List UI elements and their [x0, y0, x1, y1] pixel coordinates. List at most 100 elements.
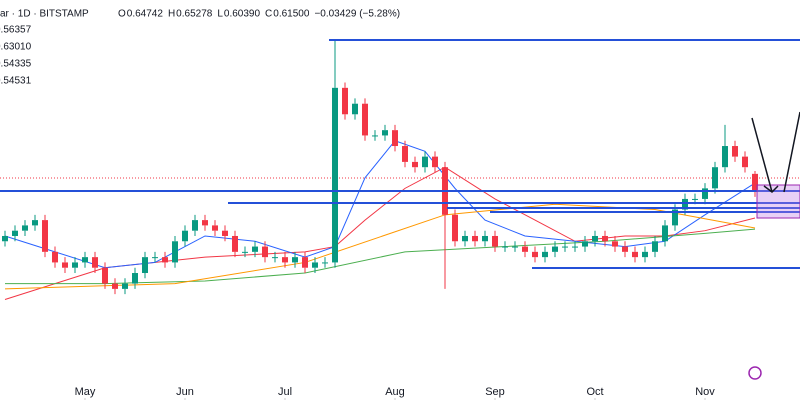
ohlc-key: O	[118, 9, 126, 20]
arrow	[751, 117, 773, 193]
candle-body	[572, 246, 578, 248]
candle-body	[32, 220, 38, 226]
candle-body	[662, 225, 668, 242]
symbol: ar · 1D · BITSTAMP	[0, 9, 89, 20]
candle	[612, 235, 618, 252]
x-tick-label: Nov	[695, 386, 715, 398]
candle-body	[702, 188, 708, 199]
candle-body	[12, 230, 18, 236]
candle-body	[522, 246, 528, 252]
candle-body	[612, 241, 618, 247]
candle	[422, 151, 428, 173]
candle	[52, 246, 58, 268]
arrow	[783, 111, 800, 193]
candle	[152, 251, 158, 263]
candle	[452, 209, 458, 247]
drawings	[0, 39, 800, 269]
candle	[402, 140, 408, 168]
candle	[702, 183, 708, 205]
candle	[642, 246, 648, 263]
candle	[112, 278, 118, 295]
candle	[22, 220, 28, 236]
candle	[382, 124, 388, 141]
candle	[372, 130, 378, 141]
candle-body	[432, 156, 438, 168]
candle-body	[672, 209, 678, 226]
candle-body	[202, 220, 208, 226]
candle-body	[292, 257, 298, 263]
candle	[212, 220, 218, 236]
candle	[582, 235, 588, 252]
candle	[12, 225, 18, 242]
candle-body	[72, 262, 78, 268]
candle-body	[52, 251, 58, 263]
candle-body	[732, 146, 738, 157]
candle	[532, 246, 538, 263]
candle	[362, 98, 368, 141]
candle	[722, 124, 728, 173]
candle	[202, 214, 208, 231]
candle	[562, 241, 568, 252]
candle-body	[342, 87, 348, 115]
candle-body	[352, 103, 358, 115]
candle-body	[582, 241, 588, 247]
candle	[482, 230, 488, 247]
candle	[262, 241, 268, 263]
candle-body	[302, 257, 308, 268]
candle	[592, 230, 598, 247]
candle	[622, 241, 628, 258]
candle	[572, 241, 578, 252]
candle	[352, 98, 358, 120]
candle-body	[592, 235, 598, 242]
event-icon[interactable]	[748, 366, 762, 380]
candle	[342, 82, 348, 120]
ma-value: 0.56357	[0, 25, 32, 36]
candle-body	[472, 235, 478, 242]
x-tick-label: Jun	[176, 386, 194, 398]
candle-body	[122, 283, 128, 289]
candle	[462, 230, 468, 247]
candle	[192, 214, 198, 236]
candle	[302, 251, 308, 274]
candle	[92, 251, 98, 274]
candle-body	[262, 246, 268, 258]
candle	[552, 241, 558, 258]
ohlc-value: 0.64742	[127, 9, 164, 20]
candle-body	[42, 220, 48, 252]
ohlc-key: L	[217, 9, 223, 20]
candle	[102, 262, 108, 289]
candle	[472, 230, 478, 247]
candle	[332, 40, 338, 268]
ohlc-value: 0.61500	[273, 9, 310, 20]
candle	[42, 214, 48, 258]
candle-body	[332, 87, 338, 263]
candle-body	[362, 103, 368, 136]
candle	[442, 161, 448, 289]
candle-body	[692, 198, 698, 200]
candle-body	[452, 214, 458, 242]
x-tick-label: Aug	[385, 386, 405, 398]
candle	[542, 246, 548, 263]
candle	[632, 246, 638, 263]
arrows	[751, 111, 800, 193]
candle	[292, 251, 298, 268]
candle	[742, 151, 748, 173]
candle	[122, 278, 128, 295]
candle-body	[312, 262, 318, 268]
candle	[232, 230, 238, 258]
candle-body	[112, 283, 118, 289]
candle-body	[322, 262, 328, 264]
candle-body	[722, 146, 728, 168]
candle	[182, 225, 188, 247]
arrow-head	[763, 185, 779, 193]
candle	[172, 235, 178, 268]
candle-body	[372, 135, 378, 137]
candle-body	[652, 241, 658, 252]
candle	[32, 214, 38, 231]
moving-average	[5, 228, 756, 285]
candle-body	[602, 235, 608, 242]
ma-value: 0.63010	[0, 42, 32, 53]
candle	[272, 251, 278, 263]
target-box	[756, 184, 800, 219]
